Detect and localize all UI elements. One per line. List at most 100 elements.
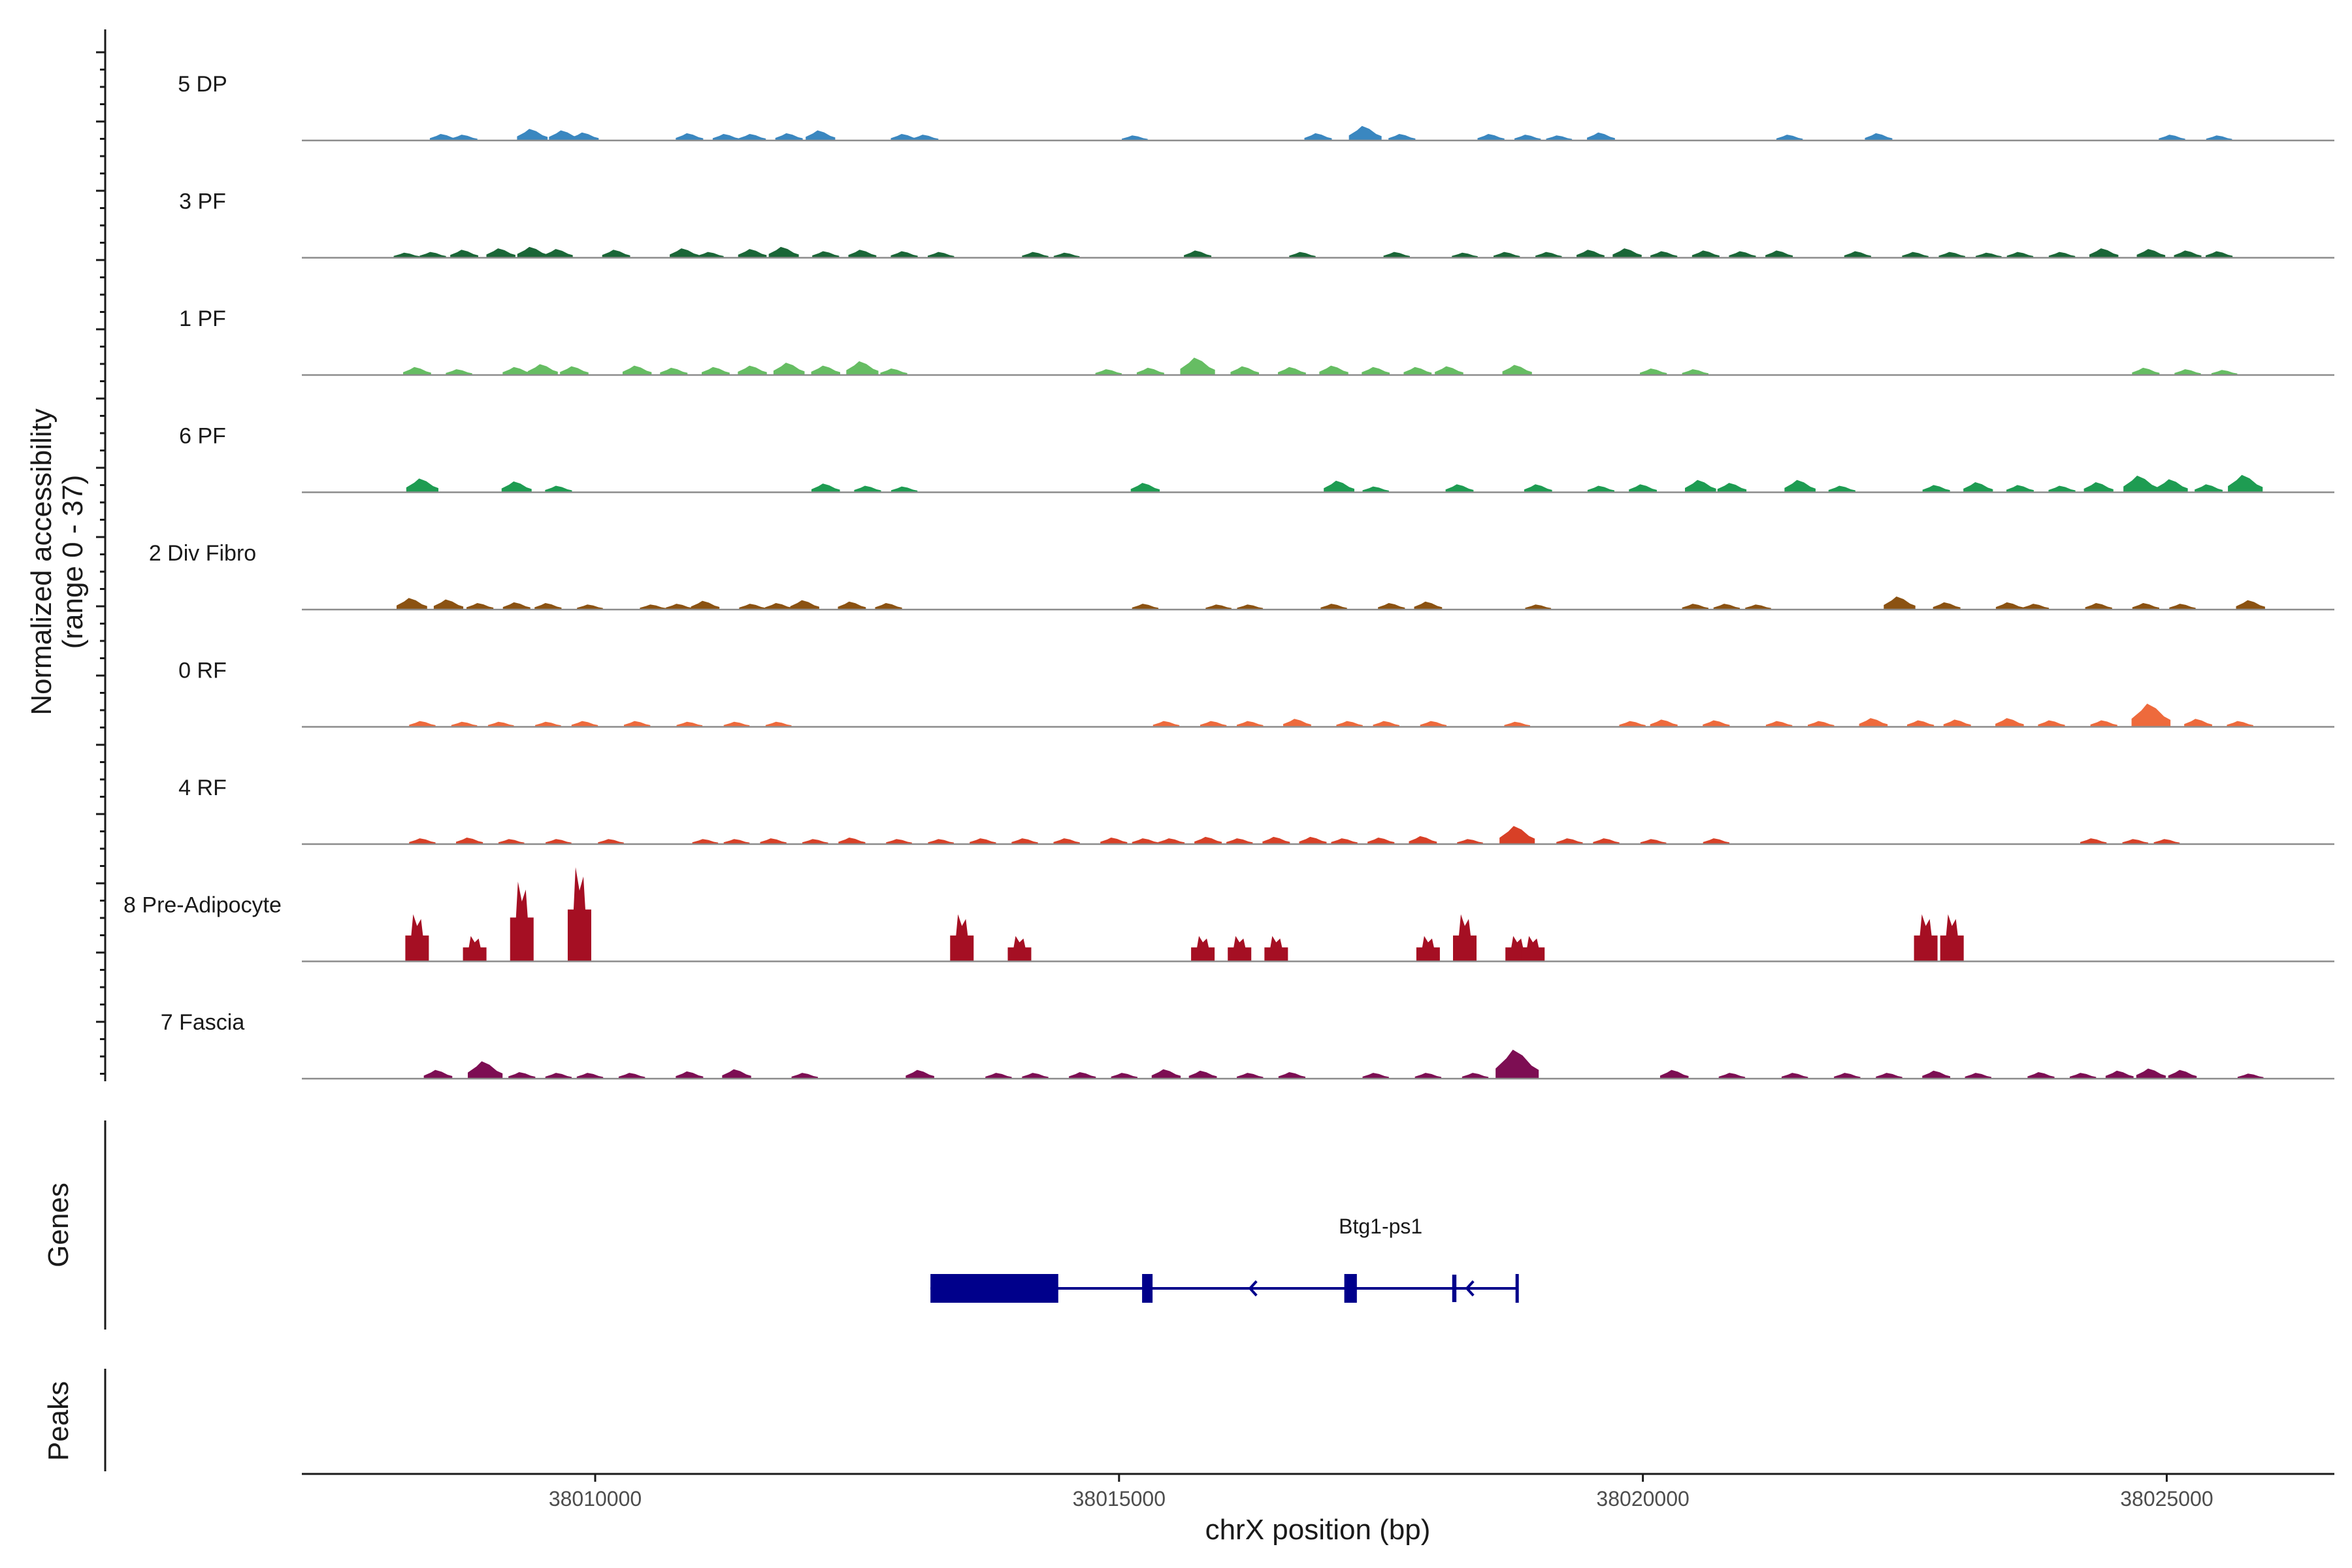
coverage-peak	[660, 367, 688, 375]
coverage-peak	[468, 1061, 503, 1079]
coverage-peak	[1237, 604, 1264, 610]
gene-track: Btg1-ps1	[930, 1215, 1519, 1303]
coverage-peak	[446, 369, 472, 375]
coverage-peak	[1132, 604, 1159, 610]
coverage-peak	[1122, 135, 1148, 140]
coverage-peak	[1717, 483, 1747, 493]
strand-arrow	[1465, 1280, 1475, 1297]
coverage-peak	[697, 252, 724, 258]
coverage-peak	[2195, 484, 2223, 493]
coverage-peak	[1784, 480, 1816, 493]
coverage-peak	[602, 250, 630, 258]
coverage-peak	[560, 366, 589, 375]
coverage-peak	[1844, 251, 1871, 258]
coverage-peak	[2131, 703, 2171, 727]
gene-exon	[1142, 1274, 1153, 1303]
coverage-peak	[1205, 604, 1232, 610]
coverage-peak	[1976, 252, 2002, 258]
coverage-peak	[570, 132, 599, 140]
x-tick-label: 38025000	[2120, 1487, 2213, 1511]
coverage-peak	[1336, 721, 1363, 727]
coverage-peak	[1237, 721, 1264, 727]
coverage-peak	[502, 602, 531, 610]
coverage-peak	[571, 721, 598, 727]
coverage-peak	[1184, 250, 1212, 258]
x-tick-label: 38020000	[1596, 1487, 1689, 1511]
coverage-peak	[812, 251, 840, 258]
coverage-peak	[1477, 134, 1505, 140]
coverage-peak	[2048, 485, 2076, 493]
coverage-peak	[2168, 1070, 2197, 1079]
coverage-peak	[1373, 721, 1399, 727]
coverage-peak	[1650, 251, 1678, 258]
y-axis-title: Normalized accessibility (range 0 - 37)	[25, 408, 89, 715]
coverage-peak	[2083, 482, 2114, 493]
coverage-peak	[576, 1073, 604, 1079]
coverage-peak	[429, 134, 457, 140]
coverage-peak	[2136, 249, 2166, 258]
coverage-peak	[1659, 1070, 1689, 1079]
coverage-peak	[455, 838, 483, 844]
coverage-peak	[765, 721, 792, 727]
coverage-peak	[854, 485, 881, 493]
coverage-peak	[1457, 839, 1483, 844]
coverage-peak	[402, 367, 431, 375]
track-label: 6 PF	[179, 424, 226, 449]
coverage-peak	[534, 603, 562, 610]
coverage-peak	[2090, 720, 2117, 727]
coverage-peak	[1362, 1073, 1389, 1079]
coverage-peak	[1682, 604, 1708, 610]
coverage-peak	[1612, 248, 1642, 258]
coverage-tracks: 5 DP 3 PF 1 PF 6 PF 2 Div Fibro 0 RF 4 RF 8 Pre…	[123, 72, 2334, 1080]
coverage-peak	[1230, 366, 1260, 375]
coverage-peak	[1331, 838, 1358, 844]
coverage-peak	[1640, 368, 1667, 375]
coverage-peak	[1546, 135, 1573, 140]
coverage-peak	[1151, 1069, 1181, 1079]
coverage-peak	[544, 249, 573, 258]
coverage-peak	[928, 839, 955, 844]
y-axis-ticks	[96, 51, 105, 1075]
coverage-peak	[1965, 1073, 1991, 1079]
coverage-peak	[527, 364, 558, 375]
coverage-peak	[2174, 250, 2202, 258]
coverage-peak	[1299, 836, 1327, 844]
gene-exon	[1452, 1275, 1457, 1302]
coverage-peak	[466, 603, 494, 610]
peaks-panel-title: Peaks	[42, 1381, 74, 1461]
coverage-peak	[1188, 1070, 1217, 1079]
coverage-peak	[846, 361, 879, 375]
track-7: 8 Pre-Adipocyte	[123, 867, 2334, 962]
coverage-peak	[1938, 252, 1965, 258]
coverage-peak	[692, 839, 719, 844]
coverage-peak	[1495, 1049, 1539, 1079]
coverage-peak	[1765, 250, 1793, 258]
coverage-peak	[1884, 596, 1916, 610]
strand-arrow	[1248, 1280, 1258, 1297]
coverage-peak	[1180, 357, 1215, 375]
coverage-peak	[1462, 1073, 1489, 1079]
coverage-peak	[2228, 474, 2263, 493]
coverage-peak	[1729, 251, 1756, 258]
coverage-peak	[1493, 252, 1520, 258]
coverage-peak	[2122, 839, 2149, 844]
coverage-peak	[1521, 936, 1545, 962]
coverage-peak	[775, 133, 803, 140]
coverage-peak	[423, 1070, 453, 1079]
coverage-peak	[790, 600, 819, 610]
coverage-peak	[676, 1071, 704, 1079]
coverage-peak	[1995, 718, 2024, 727]
coverage-peak	[393, 252, 420, 258]
coverage-peak	[2123, 475, 2158, 493]
coverage-peak	[405, 914, 429, 962]
coverage-peak	[1828, 485, 1855, 493]
coverage-peak	[501, 481, 532, 493]
coverage-peak	[723, 839, 750, 844]
track-0: 5 DP	[178, 72, 2334, 142]
coverage-peak	[2022, 604, 2050, 610]
coverage-peak	[2048, 252, 2076, 258]
coverage-peak	[768, 246, 799, 258]
y-axis-title-line2: (range 0 - 37)	[57, 475, 89, 649]
coverage-peak	[577, 604, 603, 610]
